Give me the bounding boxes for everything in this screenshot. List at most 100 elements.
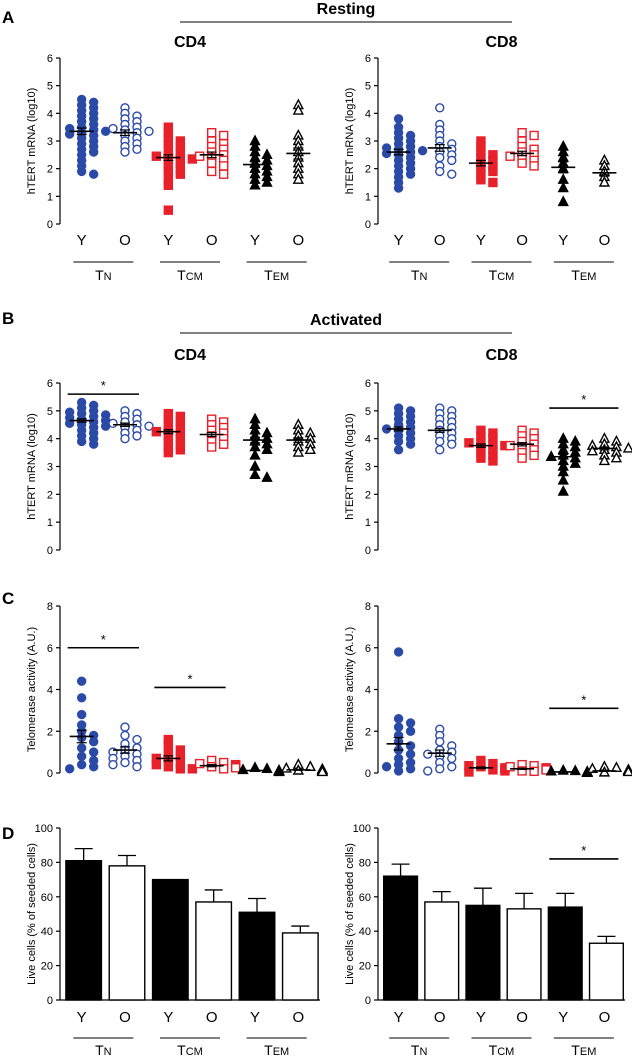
data-point: [505, 762, 515, 772]
data-group: [505, 425, 539, 463]
data-point: [557, 181, 569, 193]
chart-b-2: CD8 hTERT mRNA (log10) 0 1 2 3 4 5 6 *: [344, 347, 632, 557]
data-point: [435, 166, 445, 177]
y-tick-label: 0: [47, 995, 53, 1007]
category-label: Y: [250, 232, 260, 249]
data-point: [206, 166, 217, 177]
data-group: [381, 114, 428, 193]
y-tick-label: 4: [365, 108, 371, 120]
y-tick-label: 4: [47, 434, 53, 446]
data-point: [464, 438, 474, 448]
data-group: [108, 406, 154, 444]
bar: [238, 911, 276, 1001]
y-tick-label: 100: [35, 823, 53, 835]
y-tick-label: 1: [365, 191, 371, 203]
data-group: [108, 103, 154, 157]
data-point: [292, 173, 304, 184]
category-label: O: [516, 232, 528, 249]
y-tick-label: 40: [359, 926, 371, 938]
data-point: [447, 753, 457, 764]
data-group: [592, 153, 617, 187]
data-point: [381, 762, 392, 772]
category-label: O: [292, 1009, 304, 1026]
data-point: [132, 762, 142, 772]
y-tick-label: 80: [359, 857, 371, 869]
y-tick-label: 2: [365, 726, 371, 738]
subset-label: TCM: [177, 267, 203, 283]
y-tick-label: 5: [365, 81, 371, 93]
data-group: [151, 734, 198, 774]
category-label: Y: [250, 1009, 260, 1026]
y-tick-label: 40: [41, 926, 53, 938]
chart-title: CD4: [174, 34, 206, 51]
y-tick-label: 2: [365, 489, 371, 501]
data-group: [468, 136, 498, 188]
y-axis-label: Telomerase activity (A.U.): [26, 627, 38, 752]
data-point: [76, 693, 87, 703]
data-point: [405, 749, 416, 759]
data-point: [230, 763, 241, 773]
y-axis-label: hTERT mRNA (log10): [344, 413, 356, 520]
data-point: [517, 127, 527, 138]
category-label: O: [119, 232, 131, 249]
data-point: [88, 736, 99, 747]
data-point: [598, 454, 611, 466]
data-group: [586, 760, 632, 777]
y-tick-label: 3: [47, 136, 53, 148]
data-group: [505, 127, 539, 171]
y-axis-label: hTERT mRNA (log10): [26, 413, 38, 520]
bar: [151, 878, 189, 1001]
category-label: O: [292, 232, 304, 249]
data-point: [163, 447, 174, 458]
data-point: [423, 749, 433, 759]
subset-main: T: [571, 1042, 580, 1058]
y-tick-label: 1: [365, 517, 371, 529]
subset-sub: EM: [580, 1046, 597, 1058]
category-label: Y: [394, 232, 404, 249]
data-point: [261, 443, 273, 454]
data-point: [120, 433, 130, 444]
chart-title: CD4: [174, 347, 206, 364]
data-point: [447, 439, 457, 449]
significance-star: *: [581, 843, 586, 858]
data-point: [206, 127, 217, 138]
subset-sub: EM: [273, 271, 290, 283]
data-point: [435, 152, 445, 163]
data-group: [280, 758, 328, 777]
y-tick-label: 2: [47, 164, 53, 176]
subset-label: TEM: [264, 1042, 289, 1058]
data-point: [476, 175, 486, 185]
y-tick-label: 3: [47, 462, 53, 474]
data-point: [64, 764, 75, 774]
data-point: [393, 647, 404, 657]
data-point: [76, 166, 87, 177]
data-group: [237, 761, 285, 777]
data-point: [517, 766, 527, 776]
data-point: [218, 169, 229, 179]
y-tick-label: 6: [47, 53, 53, 65]
subset-sub: CM: [186, 1046, 203, 1058]
category-label: Y: [558, 1009, 568, 1026]
data-point: [163, 741, 174, 751]
data-group: [545, 763, 593, 777]
data-point: [405, 718, 416, 728]
subset-label: TCM: [489, 267, 515, 283]
subset-label: TEM: [571, 1042, 596, 1058]
chart-title: CD8: [485, 34, 517, 51]
y-tick-label: 6: [365, 378, 371, 390]
data-group: [286, 418, 316, 457]
bar: [547, 906, 583, 1001]
data-point: [393, 114, 404, 124]
significance-star: *: [581, 692, 586, 707]
subset-label: TEM: [264, 267, 289, 283]
data-point: [218, 764, 229, 774]
data-group: [423, 724, 457, 776]
subset-sub: CM: [186, 271, 203, 283]
data-point: [598, 176, 611, 187]
data-point: [120, 147, 130, 157]
category-label: Y: [77, 232, 87, 249]
data-group: [194, 127, 229, 179]
y-tick-label: 5: [47, 81, 53, 93]
